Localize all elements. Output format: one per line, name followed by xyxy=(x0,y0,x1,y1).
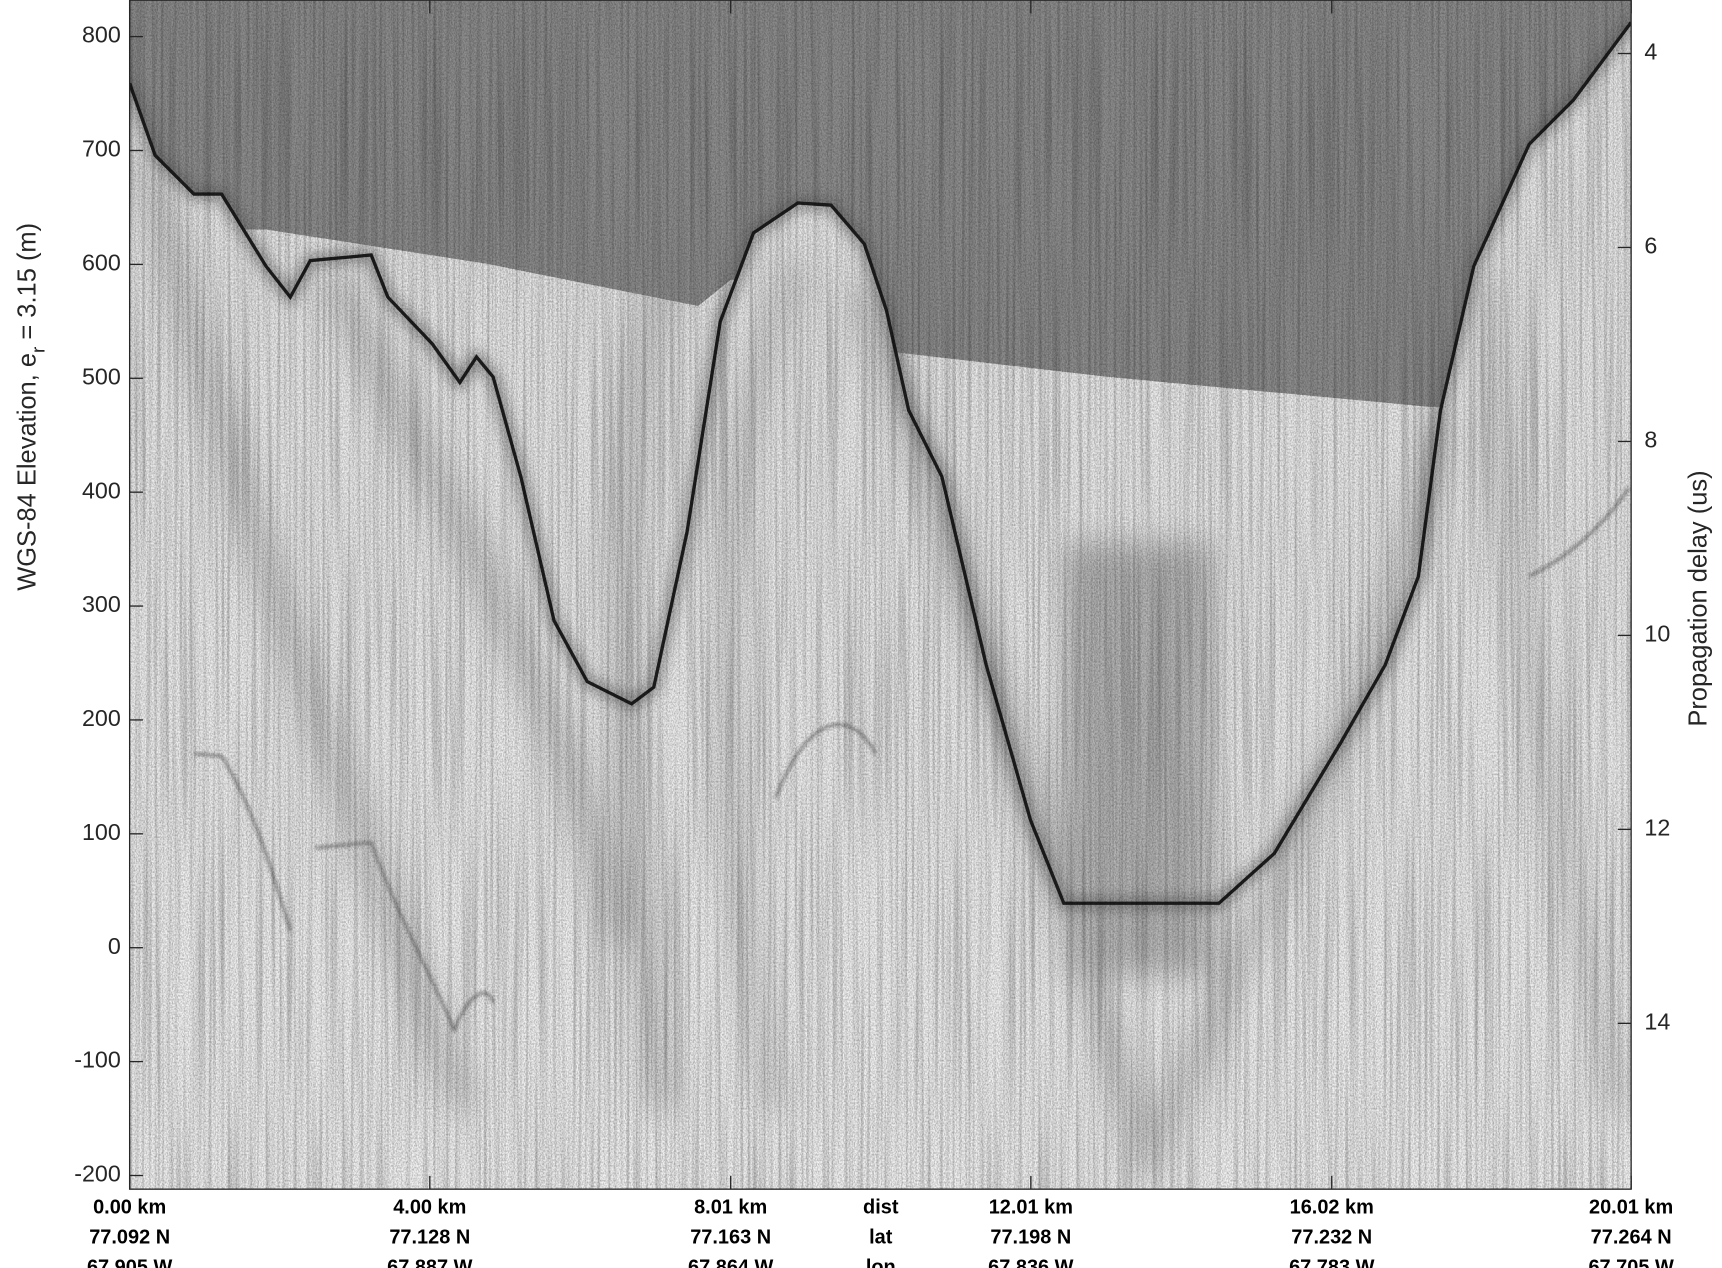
x-tick-label: 12.01 km xyxy=(989,1197,1073,1219)
y-tick-label: -200 xyxy=(74,1161,121,1187)
echogram-noise xyxy=(129,0,1632,1190)
lat-row-label: lat xyxy=(869,1226,893,1248)
lon-label: 67.864 W xyxy=(688,1256,774,1268)
lat-label: 77.198 N xyxy=(990,1226,1071,1248)
y2-axis-label: Propagation delay (us) xyxy=(1684,470,1712,726)
lon-label: 67.836 W xyxy=(988,1256,1074,1268)
y-tick-label: 400 xyxy=(82,477,121,503)
lon-label: 67.705 W xyxy=(1588,1256,1674,1268)
y2-tick-label: 14 xyxy=(1644,1008,1670,1034)
lat-label: 77.232 N xyxy=(1291,1226,1372,1248)
y-tick-label: 100 xyxy=(82,819,121,845)
lon-label: 67.783 W xyxy=(1289,1256,1375,1268)
y-tick-label: 300 xyxy=(82,591,121,617)
echogram xyxy=(129,0,1632,1190)
y-tick-label: 500 xyxy=(82,363,121,389)
y2-tick-label: 8 xyxy=(1644,427,1657,453)
y-tick-label: 200 xyxy=(82,705,121,731)
y-tick-label: -100 xyxy=(74,1047,121,1073)
lon-label: 67.887 W xyxy=(387,1256,473,1268)
lon-label: 67.905 W xyxy=(87,1256,173,1268)
x-tick-label: 20.01 km xyxy=(1589,1197,1673,1219)
lat-label: 77.163 N xyxy=(690,1226,771,1248)
lat-label: 77.128 N xyxy=(389,1226,470,1248)
y-axis-label-suffix: = 3.15 (m) xyxy=(13,223,41,347)
y-tick-label: 800 xyxy=(82,22,121,48)
y-axis-label-text: WGS-84 Elevation, e xyxy=(13,353,41,591)
x-tick-label: 4.00 km xyxy=(393,1197,466,1219)
y-axis-label: WGS-84 Elevation, er = 3.15 (m) xyxy=(13,223,48,591)
y-tick-label: 700 xyxy=(82,136,121,162)
plot-frame xyxy=(128,0,1632,1190)
dist-row-label: dist xyxy=(863,1197,899,1219)
y-tick-label: 0 xyxy=(108,933,121,959)
lat-label: 77.092 N xyxy=(89,1226,170,1248)
y-tick-label: 600 xyxy=(82,250,121,276)
y2-tick-label: 10 xyxy=(1644,621,1670,647)
y2-tick-label: 4 xyxy=(1644,39,1657,65)
lon-row-label: lon xyxy=(866,1256,896,1268)
x-tick-label: 8.01 km xyxy=(694,1197,767,1219)
y-axis-label-subscript: r xyxy=(27,347,48,353)
y2-tick-label: 12 xyxy=(1644,814,1670,840)
lat-label: 77.264 N xyxy=(1591,1226,1672,1248)
x-tick-label: 0.00 km xyxy=(93,1197,166,1219)
y2-tick-label: 6 xyxy=(1644,233,1657,259)
x-tick-label: 16.02 km xyxy=(1290,1197,1374,1219)
